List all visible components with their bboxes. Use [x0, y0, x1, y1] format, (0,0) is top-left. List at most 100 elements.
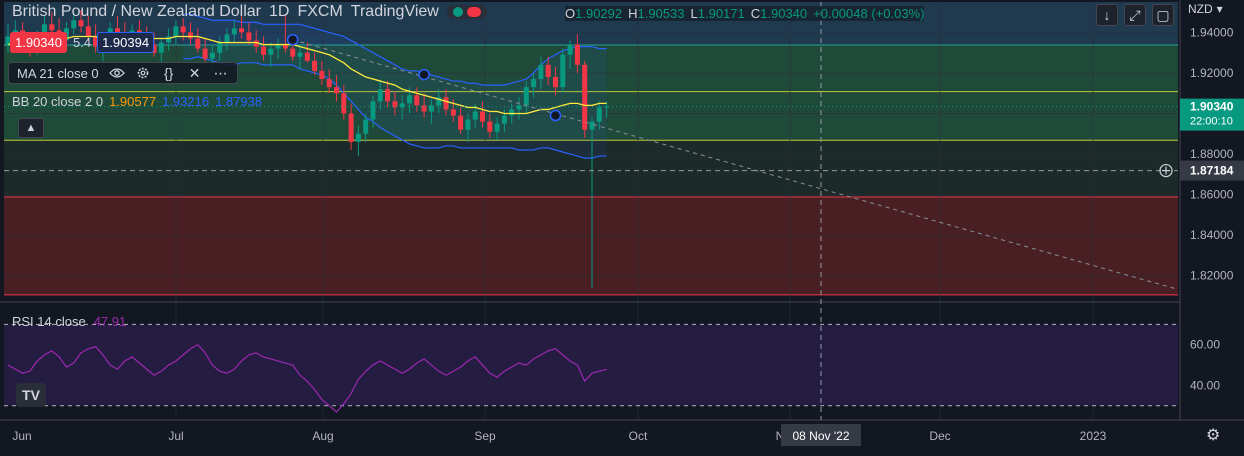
tradingview-logo-icon[interactable]: TV [16, 383, 46, 407]
zone-neutral [4, 140, 1178, 198]
market-status[interactable] [446, 5, 487, 19]
candle-body-41 [304, 52, 310, 61]
rsi-legend[interactable]: RSI 14 close 47.91 [12, 314, 126, 329]
candle-body-28 [209, 52, 215, 59]
rsi-tick-1: 40.00 [1190, 378, 1220, 392]
chevron-up-icon: ▲ [25, 122, 37, 134]
candle-body-31 [231, 28, 237, 35]
candle-body-49 [363, 119, 369, 134]
trend-anchor-1[interactable] [418, 68, 430, 81]
bb-basis-value: 1.90577 [109, 94, 157, 109]
time-tick-0: Jun [12, 429, 31, 443]
candle-body-54 [399, 103, 405, 108]
current-price-badge [1180, 98, 1244, 131]
eye-icon[interactable] [108, 65, 125, 81]
candle-body-62 [458, 115, 464, 130]
candle-body-12 [93, 36, 99, 47]
rsi-label: RSI 14 close [12, 314, 86, 329]
currency-selector[interactable]: NZD ▾ [1188, 2, 1223, 16]
candle-body-10 [78, 20, 84, 27]
candle-body-79 [582, 64, 588, 130]
candle-body-80 [589, 121, 595, 130]
time-tick-3: Sep [474, 429, 496, 443]
candle-body-76 [560, 54, 566, 88]
chart-window-controls: ↓ ⤢ ▢ [1096, 4, 1174, 26]
candle-body-27 [202, 48, 208, 59]
candle-body-70 [516, 105, 522, 110]
more-icon[interactable]: ⋯ [213, 64, 228, 81]
chevron-down-icon: ▾ [1216, 2, 1223, 16]
maximize-icon[interactable]: ⤢ [1124, 4, 1146, 26]
candle-body-65 [480, 111, 485, 122]
candle-body-24 [180, 26, 186, 33]
candle-body-74 [545, 64, 551, 78]
bb-lower-value: 1.87938 [215, 94, 263, 109]
candle-body-71 [523, 87, 529, 106]
crosshair-price-label: 1.87184 [1190, 164, 1234, 178]
market-open-icon [452, 7, 463, 17]
buy-button[interactable]: 1.90394 [97, 32, 155, 53]
arrow-down-icon[interactable]: ↓ [1096, 4, 1118, 26]
zone-red [4, 197, 1178, 295]
candle-body-53 [392, 101, 398, 108]
bb-legend[interactable]: BB 20 close 2 0 1.90577 1.93216 1.87938 [12, 94, 262, 109]
candle-body-78 [574, 44, 580, 65]
bb-upper-value: 1.93216 [162, 94, 210, 109]
candle-body-66 [487, 121, 493, 132]
candle-body-81 [596, 107, 602, 122]
sell-button[interactable]: 1.90340 [10, 32, 67, 53]
candle-body-67 [494, 123, 500, 132]
close-icon[interactable]: ✕ [188, 64, 201, 81]
time-tick-7: 2023 [1080, 429, 1107, 443]
candle-body-64 [472, 111, 478, 120]
symbol-name[interactable]: British Pound / New Zealand Dollar [12, 3, 262, 20]
candle-body-82 [604, 106, 610, 108]
rsi-line [7, 343, 607, 413]
trend-line[interactable] [286, 33, 1177, 290]
price-tick-3: 1.88000 [1190, 147, 1234, 161]
candle-body-39 [290, 48, 296, 57]
candle-body-5 [42, 24, 47, 35]
candle-body-36 [268, 48, 274, 55]
rsi-value: 47.91 [93, 314, 127, 329]
candle-body-59 [436, 97, 442, 106]
bid-ask-panel: 1.90340 5.4 1.90394 [10, 32, 155, 53]
ma-legend[interactable]: MA 21 close 0 {} ✕ ⋯ [8, 62, 238, 84]
fullscreen-icon[interactable]: ▢ [1152, 4, 1174, 26]
add-alert-plus-icon[interactable] [1159, 163, 1173, 178]
candle-body-73 [538, 64, 544, 80]
price-tick-4: 1.86000 [1190, 188, 1234, 202]
exchange-label: FXCM [297, 3, 343, 20]
candle-body-11 [85, 26, 91, 37]
price-tick-5: 1.84000 [1190, 228, 1234, 242]
candle-body-58 [428, 105, 434, 112]
gear-icon[interactable] [135, 65, 151, 81]
bb-lower-line [183, 56, 607, 159]
candle-body-47 [348, 113, 354, 142]
data-delay-icon [466, 7, 481, 17]
ohlc-open: 1.90292 [575, 6, 623, 21]
candle-body-72 [531, 79, 537, 88]
candle-body-42 [312, 60, 318, 71]
crosshair-date-badge [781, 424, 861, 446]
candle-body-21 [158, 42, 164, 53]
interval-label[interactable]: 1D [269, 3, 290, 20]
candle-body-75 [553, 77, 558, 88]
candle-body-29 [217, 42, 223, 53]
candle-body-35 [261, 46, 266, 55]
source-code-icon[interactable]: {} [163, 65, 174, 81]
collapse-legend-button[interactable]: ▲ [18, 118, 44, 138]
trend-anchor-2[interactable] [549, 109, 562, 122]
bb-label: BB 20 close 2 0 [12, 94, 104, 109]
price-tick-1: 1.92000 [1190, 66, 1234, 80]
symbol-header: British Pound / New Zealand Dollar 1D FX… [12, 3, 487, 21]
source-label: TradingView [350, 3, 439, 20]
settings-gear-icon[interactable]: ⚙ [1206, 427, 1221, 444]
crosshair: 1.87184 08 Nov '22 [4, 2, 1244, 446]
ma-label: MA 21 close 0 [17, 65, 99, 81]
candle-body-23 [173, 26, 179, 37]
trend-anchor-0[interactable] [286, 33, 299, 46]
candle-body-34 [253, 40, 259, 47]
